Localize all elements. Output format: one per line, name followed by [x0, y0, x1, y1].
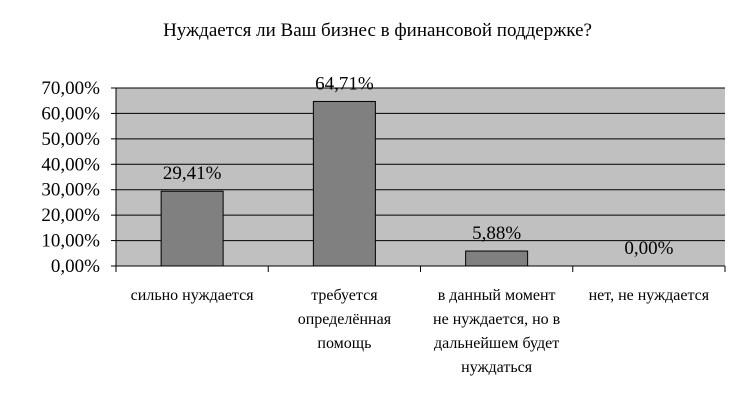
x-category-label: требуется определённая помощь	[269, 284, 419, 356]
data-label: 64,71%	[315, 73, 374, 94]
data-label: 0,00%	[624, 238, 673, 259]
x-category-label-line: помощь	[317, 335, 372, 352]
x-category-label-line: требуется	[311, 287, 378, 304]
y-tick-label: 40,00%	[41, 154, 100, 175]
x-category-label: в данный момент не нуждается, но в дальней…	[422, 284, 572, 380]
data-label: 29,41%	[163, 163, 222, 184]
y-tick-label: 10,00%	[41, 231, 100, 252]
x-category-label: сильно нуждается	[117, 284, 267, 308]
x-category-label-line: дальнейшем будет	[434, 335, 560, 352]
bar	[312, 100, 376, 267]
x-category-label: нет, не нуждается	[574, 284, 724, 308]
data-label: 5,88%	[472, 223, 521, 244]
x-category-label-line: нет, не нуждается	[588, 287, 710, 304]
x-category-label-line: сильно нуждается	[130, 287, 254, 304]
x-category-label-line: нуждаться	[461, 359, 533, 376]
chart-title: Нуждается ли Ваш бизнес в финансовой под…	[163, 20, 592, 41]
y-tick-label: 0,00%	[51, 256, 100, 277]
y-tick-label: 70,00%	[41, 78, 100, 99]
y-tick-label: 30,00%	[41, 180, 100, 201]
y-tick-label: 50,00%	[41, 129, 100, 150]
x-category-label-line: не нуждается, но в	[433, 311, 561, 328]
x-category-label-line: определённая	[297, 311, 392, 328]
bar	[465, 250, 529, 267]
x-category-label-line: в данный момент	[437, 287, 556, 304]
y-tick-label: 60,00%	[41, 103, 100, 124]
bar	[160, 190, 224, 267]
y-tick-label: 20,00%	[41, 205, 100, 226]
